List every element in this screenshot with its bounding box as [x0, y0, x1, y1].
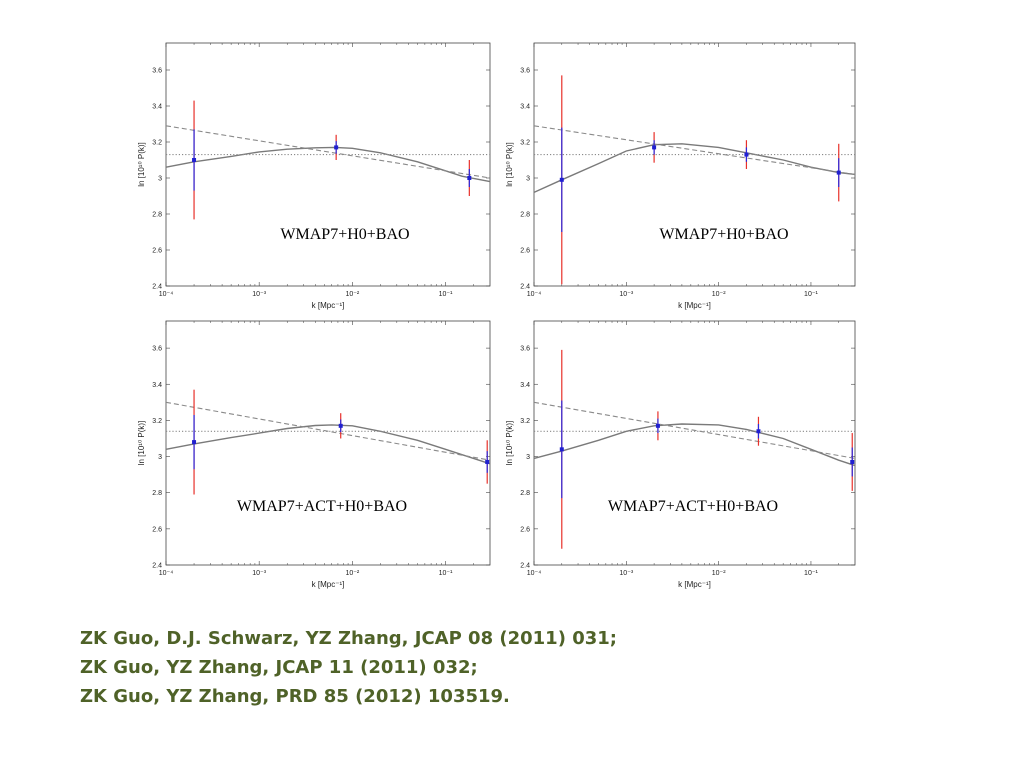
- y-tick-label: 2.4: [152, 563, 162, 570]
- y-tick-label: 2.4: [520, 284, 530, 291]
- data-point: [485, 459, 490, 464]
- series-line-dashed: [165, 401, 491, 461]
- data-point: [334, 145, 339, 150]
- y-tick-label: 2.8: [520, 212, 530, 219]
- y-tick-label: 3: [158, 454, 162, 461]
- y-tick-label: 3.2: [520, 140, 530, 147]
- y-tick-label: 3: [526, 176, 530, 183]
- y-tick-label: 3.4: [520, 104, 530, 111]
- y-tick-label: 3.4: [520, 382, 530, 389]
- y-tick-label: 3.6: [520, 346, 530, 353]
- y-axis-label: ln [10¹⁰ P(k)]: [505, 142, 514, 187]
- y-tick-label: 3.2: [152, 140, 162, 147]
- series-line-solid: [533, 423, 856, 467]
- data-point: [655, 423, 660, 428]
- series-line-solid: [165, 424, 491, 465]
- reference-line: ZK Guo, YZ Zhang, PRD 85 (2012) 103519.: [80, 686, 510, 707]
- plot-frame: [165, 42, 491, 287]
- y-tick-label: 2.6: [152, 526, 162, 533]
- y-tick-label: 2.6: [520, 526, 530, 533]
- figure-grid: 2.4 2.6 2.8 3 3.2 3.4 3.6 10⁻⁴ 10⁻³ 10⁻² 10⁻¹ k [Mp…: [137, 42, 856, 589]
- chart-panel-3: 2.4 2.6 2.8 3 3.2 3.4 3.6 10⁻⁴ 10⁻³ 10⁻² 10⁻¹ k [Mp…: [137, 320, 491, 589]
- plot-frame: [533, 320, 856, 566]
- x-tick-label: 10⁻⁴: [159, 291, 174, 298]
- x-tick-label: 10⁻¹: [804, 570, 818, 577]
- data-point: [836, 170, 841, 175]
- x-tick-label: 10⁻¹: [804, 291, 818, 298]
- panel-annotation: WMAP7+ACT+H0+BAO: [237, 498, 407, 515]
- x-tick-label: 10⁻²: [712, 291, 726, 298]
- plot-frame: [165, 320, 491, 566]
- series-line-dashed: [533, 125, 856, 175]
- x-tick-label: 10⁻⁴: [527, 291, 542, 298]
- data-point: [850, 459, 855, 464]
- data-point: [756, 429, 761, 434]
- y-tick-label: 3.2: [520, 418, 530, 425]
- y-tick-label: 2.8: [152, 212, 162, 219]
- data-point: [467, 176, 472, 180]
- data-point: [559, 177, 564, 182]
- reference-line: ZK Guo, YZ Zhang, JCAP 11 (2011) 032;: [80, 657, 478, 678]
- x-tick-label: 10⁻³: [252, 291, 266, 298]
- y-tick-label: 2.4: [152, 284, 162, 291]
- x-tick-label: 10⁻³: [252, 570, 266, 577]
- y-tick-label: 2.4: [520, 563, 530, 570]
- y-axis-label: ln [10¹⁰ P(k)]: [137, 142, 146, 187]
- y-tick-label: 2.6: [520, 248, 530, 255]
- data-point: [652, 145, 657, 150]
- x-tick-label: 10⁻³: [619, 291, 633, 298]
- panel-annotation: WMAP7+H0+BAO: [280, 226, 409, 243]
- y-axis-label: ln [10¹⁰ P(k)]: [505, 421, 514, 466]
- y-tick-label: 3: [526, 454, 530, 461]
- x-tick-label: 10⁻²: [712, 570, 726, 577]
- y-tick-label: 2.8: [520, 490, 530, 497]
- data-point: [192, 158, 197, 162]
- chart-panel-2: 2.4 2.6 2.8 3 3.2 3.4 3.6 10⁻⁴ 10⁻³ 10⁻² 10⁻¹ k [Mp…: [505, 42, 856, 310]
- x-axis-label: k [Mpc⁻¹]: [312, 580, 345, 589]
- y-axis-label: ln [10¹⁰ P(k)]: [137, 421, 146, 466]
- x-tick-label: 10⁻²: [345, 291, 359, 298]
- x-axis-label: k [Mpc⁻¹]: [678, 580, 711, 589]
- y-tick-label: 2.8: [152, 490, 162, 497]
- series-line-dashed: [165, 125, 491, 179]
- data-point: [192, 440, 197, 445]
- x-tick-label: 10⁻⁴: [159, 570, 174, 577]
- y-tick-label: 3.4: [152, 382, 162, 389]
- x-tick-label: 10⁻²: [345, 570, 359, 577]
- x-axis-label: k [Mpc⁻¹]: [312, 301, 345, 310]
- reference-line: ZK Guo, D.J. Schwarz, YZ Zhang, JCAP 08 …: [80, 628, 617, 649]
- data-point: [338, 423, 343, 428]
- x-tick-label: 10⁻¹: [439, 570, 453, 577]
- x-tick-label: 10⁻¹: [439, 291, 453, 298]
- y-tick-label: 3.6: [520, 68, 530, 75]
- series-line-dashed: [533, 401, 856, 459]
- data-point: [744, 152, 749, 157]
- plot-frame: [533, 42, 856, 287]
- y-tick-label: 3: [158, 176, 162, 183]
- panel-annotation: WMAP7+H0+BAO: [659, 226, 788, 243]
- data-point: [559, 447, 564, 452]
- panel-annotation: WMAP7+ACT+H0+BAO: [608, 498, 778, 515]
- y-tick-label: 3.4: [152, 104, 162, 111]
- chart-panel-4: 2.4 2.6 2.8 3 3.2 3.4 3.6 10⁻⁴ 10⁻³ 10⁻² 10⁻¹ k [Mp…: [505, 320, 856, 589]
- x-axis-label: k [Mpc⁻¹]: [678, 301, 711, 310]
- x-tick-label: 10⁻³: [619, 570, 633, 577]
- y-tick-label: 2.6: [152, 248, 162, 255]
- x-tick-label: 10⁻⁴: [527, 570, 542, 577]
- y-tick-label: 3.6: [152, 68, 162, 75]
- reference-list: ZK Guo, D.J. Schwarz, YZ Zhang, JCAP 08 …: [80, 624, 617, 711]
- y-tick-label: 3.6: [152, 346, 162, 353]
- y-tick-label: 3.2: [152, 418, 162, 425]
- chart-panel-1: 2.4 2.6 2.8 3 3.2 3.4 3.6 10⁻⁴ 10⁻³ 10⁻² 10⁻¹ k [Mp…: [137, 42, 491, 310]
